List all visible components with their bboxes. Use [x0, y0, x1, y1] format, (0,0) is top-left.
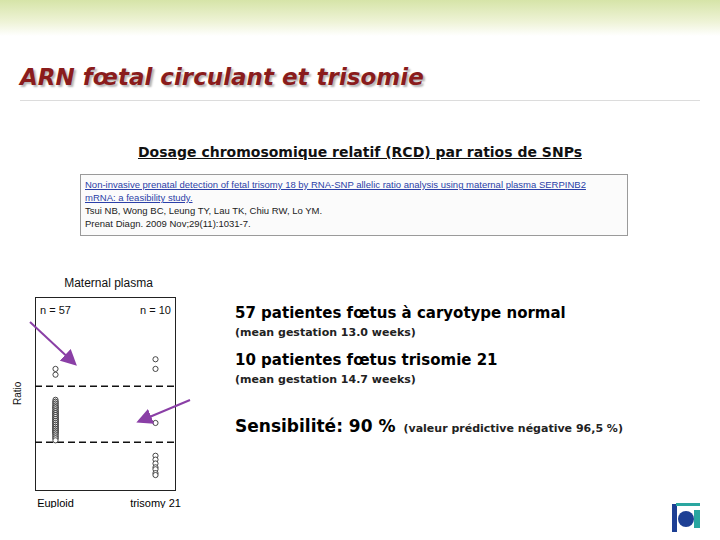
html-text:mRNA: a feasibility study.: mRNA: a feasibility study. — [85, 192, 193, 203]
html-text:Non-invasive prenatal detectio: Non-invasive prenatal detection of fetal… — [85, 179, 586, 190]
html-text:Prenat Diagn. 2009 Nov;29(11):: Prenat Diagn. 2009 Nov;29(11):1031-7. — [85, 218, 251, 229]
html-text:Dosage chromosomique relatif (: Dosage chromosomique relatif (RCD) par r… — [138, 144, 582, 160]
svg-text:n = 10: n = 10 — [140, 304, 171, 316]
html-text:Ratio: Ratio — [12, 381, 23, 405]
svg-text:Euploid: Euploid — [37, 497, 74, 508]
html-text:(mean gestation 13.0 weeks): (mean gestation 13.0 weeks) — [235, 326, 416, 339]
html-text:ARN fœtal circulant et trisomi: ARN fœtal circulant et trisomie — [20, 64, 424, 90]
html-text:Sensibilité: 90 %: Sensibilité: 90 % — [235, 416, 396, 436]
html-text:Tsui NB, Wong BC, Leung TY, La: Tsui NB, Wong BC, Leung TY, Lau TK, Chiu… — [85, 205, 323, 216]
svg-text:trisomy 21: trisomy 21 — [130, 497, 181, 508]
svg-text:n = 57: n = 57 — [40, 304, 71, 316]
html-text:(valeur prédictive négative 96: (valeur prédictive négative 96,5 %) — [403, 422, 623, 435]
html-text:(mean gestation 14.7 weeks): (mean gestation 14.7 weeks) — [235, 373, 416, 386]
html-text:Maternal plasma: Maternal plasma — [64, 276, 153, 290]
html-text:57 patientes fœtus à caryotype: 57 patientes fœtus à caryotype normal — [235, 304, 566, 322]
html-text:10 patientes fœtus trisomie 21: 10 patientes fœtus trisomie 21 — [235, 351, 498, 369]
